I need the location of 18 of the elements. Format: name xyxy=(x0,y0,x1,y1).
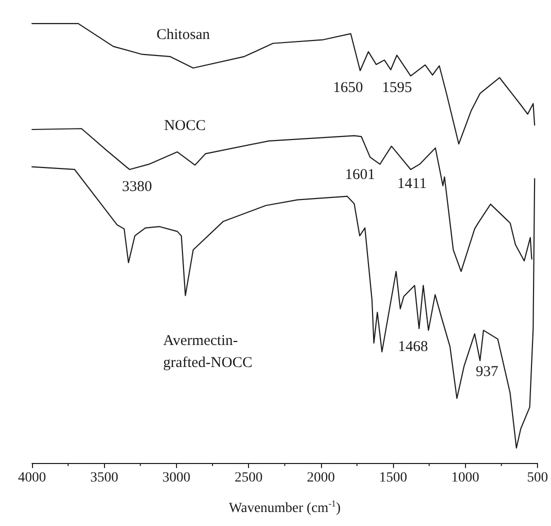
annotation: 937 xyxy=(476,364,499,380)
x-tick-label: 2000 xyxy=(306,470,335,486)
annotation: 3380 xyxy=(122,179,152,195)
annotation: 1595 xyxy=(382,80,412,96)
x-tick-label: 1000 xyxy=(451,470,480,486)
x-tick-label: 500 xyxy=(527,470,548,486)
x-tick-label: 1500 xyxy=(379,470,408,486)
x-tick-label: 3000 xyxy=(162,470,190,486)
annotation: 1601 xyxy=(345,167,375,183)
annotation: 1650 xyxy=(333,80,363,96)
x-tick-label: 2500 xyxy=(234,470,263,486)
series-label: NOCC xyxy=(164,118,206,134)
annotation: 1468 xyxy=(398,339,428,355)
series-label: Chitosan xyxy=(156,26,210,43)
text: Avermectin- grafted-NOCC xyxy=(163,332,252,371)
annotation: 1411 xyxy=(397,176,427,192)
x-tick-label: 3500 xyxy=(90,470,118,486)
x-tick-label: 4000 xyxy=(18,470,46,486)
